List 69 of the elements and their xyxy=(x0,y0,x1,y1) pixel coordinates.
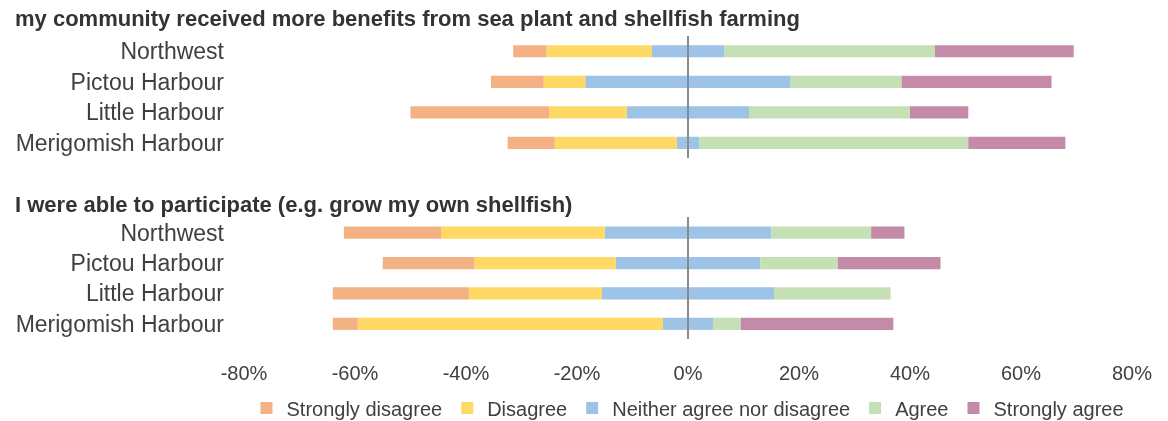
bar xyxy=(740,317,894,330)
bar xyxy=(382,256,475,270)
x-tick-label: -40% xyxy=(442,362,490,384)
x-tick-label: 80% xyxy=(1111,362,1153,384)
bar xyxy=(651,45,688,58)
bar xyxy=(615,256,688,270)
bar xyxy=(901,75,1052,88)
bar xyxy=(688,287,775,300)
bar xyxy=(688,106,750,119)
bar xyxy=(490,75,544,88)
bar xyxy=(688,256,761,270)
bar xyxy=(837,256,941,270)
bar xyxy=(712,317,741,330)
x-tick-label: 0% xyxy=(673,362,703,384)
bar xyxy=(604,226,688,239)
bar xyxy=(410,106,550,119)
bar xyxy=(968,136,1066,149)
bar xyxy=(910,106,969,119)
bar xyxy=(663,317,688,330)
bar xyxy=(546,45,652,58)
bar xyxy=(474,256,616,270)
x-tick-label: 20% xyxy=(778,362,820,384)
y-tick-label: Little Harbour xyxy=(85,280,225,307)
chart-title: my community received more benefits from sea plant and shellfish farming xyxy=(15,6,800,31)
bar xyxy=(688,45,725,58)
y-tick-label: Pictou Harbour xyxy=(70,250,225,277)
bar xyxy=(554,136,677,149)
bar xyxy=(543,75,586,88)
bar xyxy=(601,287,688,300)
bar xyxy=(513,45,547,58)
bar xyxy=(934,45,1074,58)
bar xyxy=(688,75,791,88)
y-tick-label: Little Harbour xyxy=(85,99,225,126)
bar xyxy=(626,106,688,119)
legend-label: Strongly disagree xyxy=(286,397,443,420)
bar xyxy=(468,287,602,300)
legend-label: Strongly agree xyxy=(993,397,1124,420)
bar xyxy=(332,287,469,300)
y-tick-label: Merigomish Harbour xyxy=(15,129,225,156)
chart-title: I were able to participate (e.g. grow my own shellfish) xyxy=(15,192,573,217)
bar xyxy=(507,136,555,149)
bar xyxy=(332,317,358,330)
legend-label: Neither agree nor disagree xyxy=(612,397,851,420)
bar xyxy=(871,226,905,239)
bar xyxy=(441,226,605,239)
bar xyxy=(749,106,910,119)
x-tick-label: -20% xyxy=(553,362,601,384)
bar xyxy=(724,45,935,58)
bar xyxy=(343,226,442,239)
x-tick-label: 40% xyxy=(889,362,931,384)
bar xyxy=(771,226,872,239)
bar xyxy=(760,256,838,270)
y-tick-label: Merigomish Harbour xyxy=(15,310,225,337)
legend-label: Agree xyxy=(895,397,949,420)
bar xyxy=(774,287,891,300)
bar xyxy=(688,317,713,330)
x-tick-label: -80% xyxy=(220,362,268,384)
y-tick-label: Northwest xyxy=(120,219,225,246)
bar xyxy=(585,75,688,88)
bar xyxy=(688,226,772,239)
bar xyxy=(549,106,627,119)
y-tick-label: Northwest xyxy=(120,38,225,65)
bar xyxy=(357,317,664,330)
bar xyxy=(699,136,969,149)
y-tick-label: Pictou Harbour xyxy=(70,68,225,95)
bar xyxy=(790,75,902,88)
x-tick-label: 60% xyxy=(1000,362,1042,384)
legend-label: Disagree xyxy=(487,397,568,420)
x-tick-label: -60% xyxy=(331,362,379,384)
